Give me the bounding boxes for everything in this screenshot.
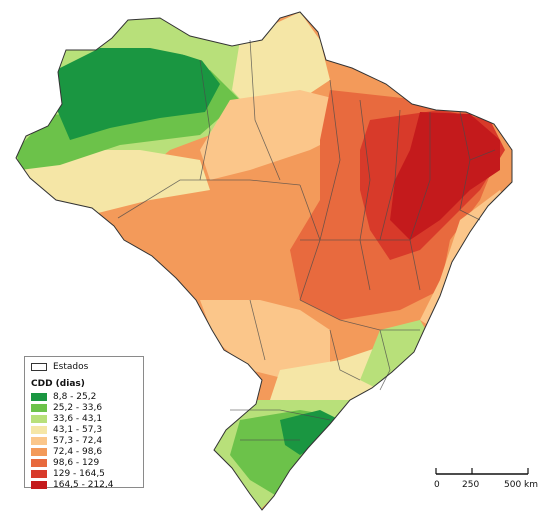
legend-class-row: 25,2 - 33,6 [31, 402, 137, 413]
legend-class-row: 98,6 - 129 [31, 457, 137, 468]
legend-boundary-label: Estados [53, 361, 89, 372]
legend-class-swatch [31, 480, 47, 489]
legend-class-label: 129 - 164,5 [53, 468, 105, 479]
legend-class-row: 164,5 - 212,4 [31, 479, 137, 490]
legend-class-row: 57,3 - 72,4 [31, 435, 137, 446]
zone-cream-nw [16, 150, 210, 215]
legend-class-label: 72,4 - 98,6 [53, 446, 103, 457]
scale-bar: 0 250 500 km [432, 462, 538, 492]
legend-class-label: 25,2 - 33,6 [53, 402, 103, 413]
legend-boundary-row: Estados [31, 361, 137, 372]
legend-classes: 8,8 - 25,2 25,2 - 33,6 33,6 - 43,1 43,1 - 5… [31, 391, 137, 490]
legend-class-row: 8,8 - 25,2 [31, 391, 137, 402]
legend-class-swatch [31, 447, 47, 456]
scale-tick-250: 250 [462, 480, 480, 490]
scale-tick-0: 0 [434, 480, 440, 490]
country-outline [15, 11, 513, 511]
zone-peach-central [200, 300, 330, 380]
legend-class-swatch [31, 436, 47, 445]
scale-bar-graphic [435, 468, 529, 475]
legend-class-label: 8,8 - 25,2 [53, 391, 97, 402]
legend-class-swatch [31, 414, 47, 423]
legend-class-swatch [31, 425, 47, 434]
zone-light-green-top [128, 18, 240, 70]
zone-darkgreen-south [280, 410, 340, 455]
legend-class-swatch [31, 403, 47, 412]
scale-tick-500: 500 km [504, 480, 539, 490]
legend-class-swatch [31, 392, 47, 401]
legend-class-label: 98,6 - 129 [53, 457, 100, 468]
legend-class-label: 57,3 - 72,4 [53, 435, 103, 446]
zone-peach-north [200, 90, 350, 180]
zone-darkred-ne [390, 112, 500, 240]
legend-class-label: 33,6 - 43,1 [53, 413, 103, 424]
zone-light-green-se [360, 320, 432, 390]
legend-boundary-swatch [31, 362, 47, 371]
legend-class-row: 129 - 164,5 [31, 468, 137, 479]
map-legend: Estados CDD (dias) 8,8 - 25,2 25,2 - 33,6… [24, 356, 144, 490]
legend-class-row: 43,1 - 57,3 [31, 424, 137, 435]
legend-title: CDD (dias) [31, 379, 85, 389]
legend-class-swatch [31, 469, 47, 478]
zone-dark-green-nw [56, 48, 220, 140]
legend-class-row: 33,6 - 43,1 [31, 413, 137, 424]
legend-class-label: 164,5 - 212,4 [53, 479, 114, 490]
legend-class-swatch [31, 458, 47, 467]
legend-class-label: 43,1 - 57,3 [53, 424, 103, 435]
state-boundaries [117, 39, 496, 441]
legend-class-row: 72,4 - 98,6 [31, 446, 137, 457]
